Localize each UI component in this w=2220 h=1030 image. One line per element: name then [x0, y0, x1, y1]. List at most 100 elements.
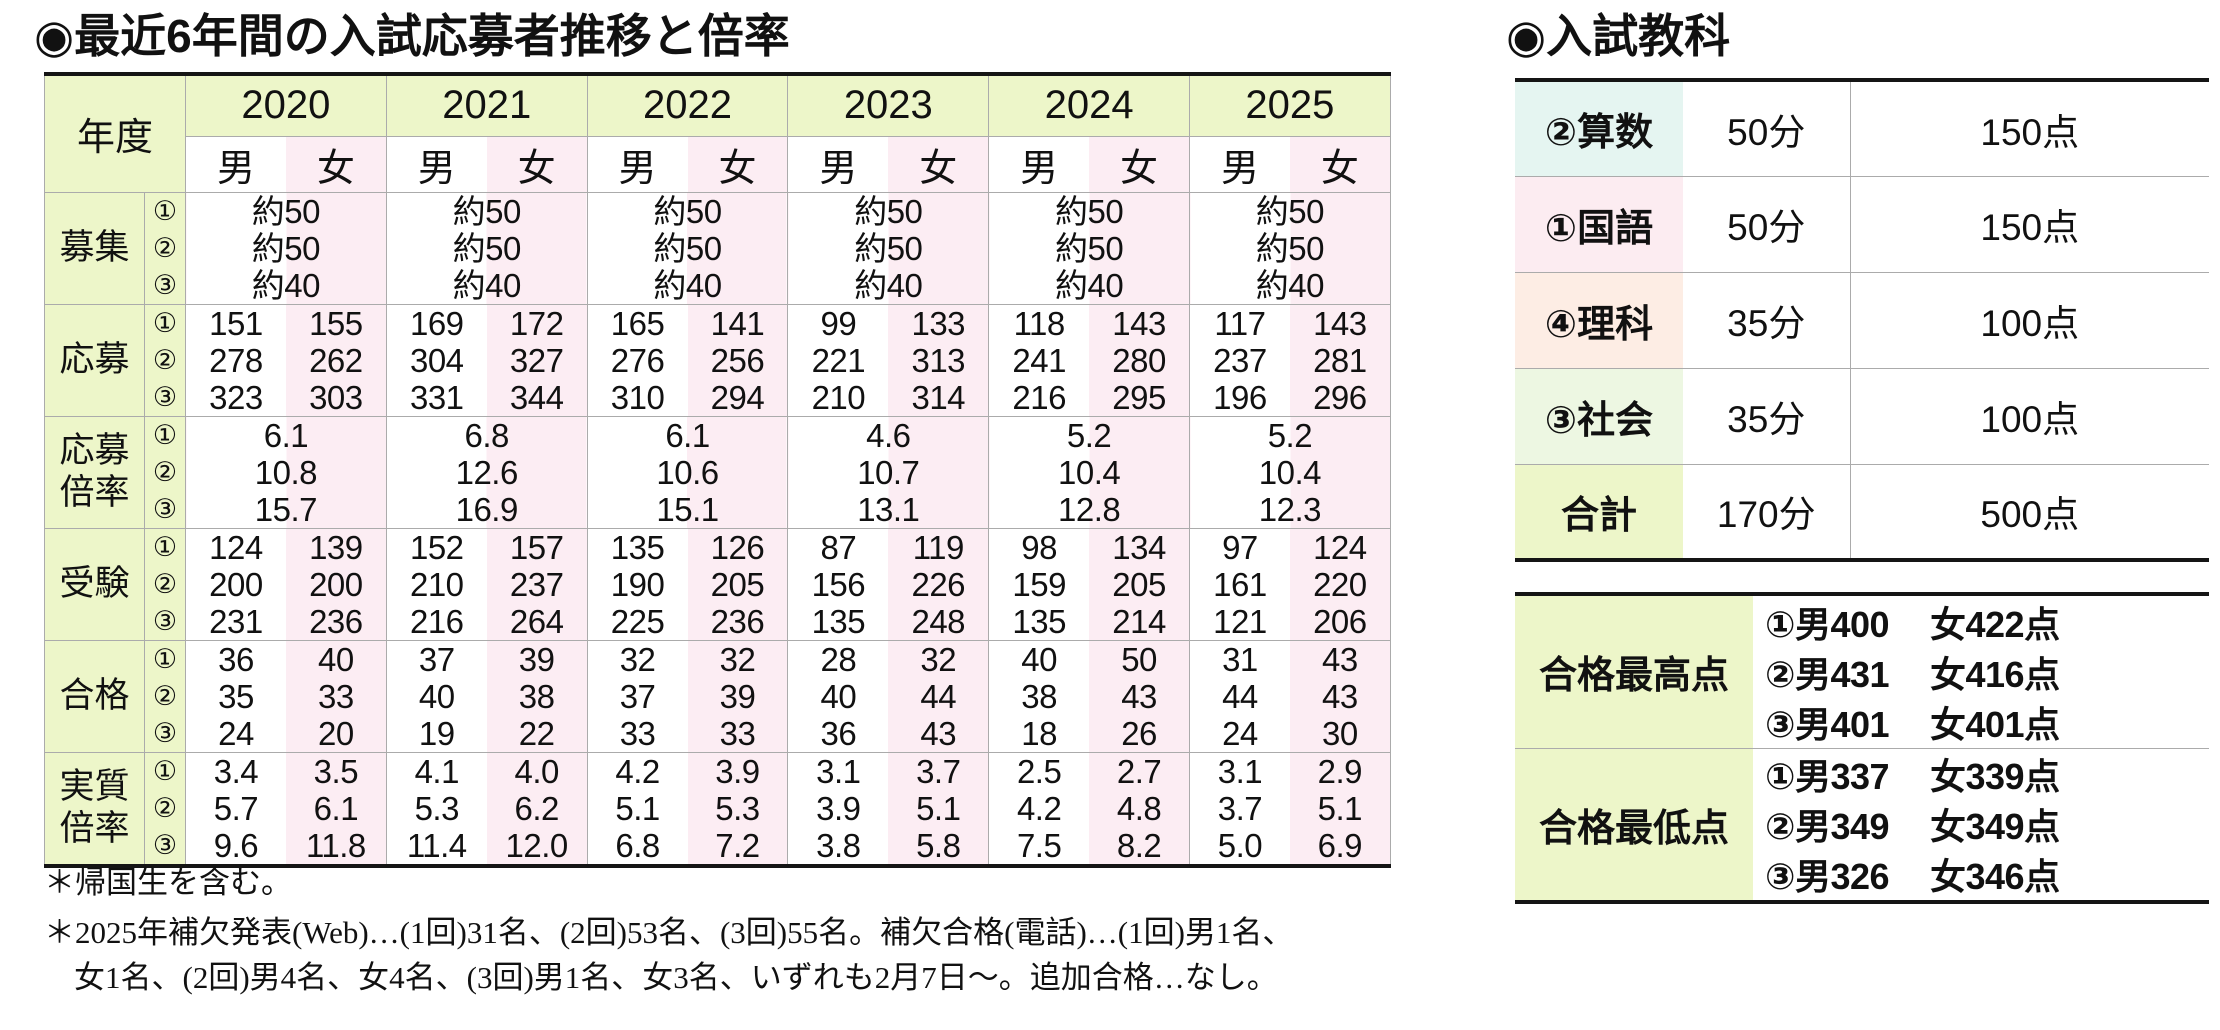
cell-obo-bairitsu-2020: 6.1 10.8 15.7	[185, 415, 387, 529]
cell-juken-2024-male: 98 159 135	[988, 527, 1090, 641]
score-male: ③男401	[1765, 703, 1890, 745]
cell-bosyu-2020: 約50 約50 約40	[185, 191, 387, 305]
subject-time-4: 170分	[1683, 463, 1850, 560]
cell-juken-2025-female: 124 220 206	[1289, 527, 1391, 641]
applicants-history-table: 年度 2020 2021 2022 2023 2024 2025 男女男女男女男女男女男女募集…	[43, 72, 1391, 868]
subject-row-4: 合計 170分 500点	[1515, 463, 2209, 560]
gender-male-header-2022: 男	[586, 135, 688, 193]
gender-female-header-2022: 女	[687, 135, 789, 193]
section-row-juken: 受験 ① ② ③ 124 200 231 139 200 236 152 210 216 157 237 26…	[44, 527, 1391, 641]
subject-points-1: 150点	[1849, 175, 2209, 272]
cell-obo-2025-female: 143 281 296	[1289, 303, 1391, 417]
score-row-1: 合格最低点 ①男337 女339点 ②男349 女349点 ③男326 女346点	[1515, 747, 2209, 902]
cell-jisshitsu-bairitsu-2020-female: 3.5 6.1 11.8	[285, 751, 387, 866]
cell-juken-2023-female: 119 226 248	[888, 527, 990, 641]
score-line-1-2: ③男326 女346点	[1765, 849, 2209, 899]
subject-row-1: ①国語 50分 150点	[1515, 175, 2209, 272]
cell-juken-2020-male: 124 200 231	[185, 527, 286, 641]
score-values-1: ①男337 女339点 ②男349 女349点 ③男326 女346点	[1753, 747, 2209, 902]
subject-points-2: 100点	[1849, 271, 2209, 368]
score-female: 女401点	[1930, 703, 2060, 745]
cell-juken-2024-female: 134 205 214	[1089, 527, 1191, 641]
score-male: ①男337	[1765, 756, 1890, 798]
section-label-juken: 受験	[44, 527, 145, 641]
cell-juken-2021-female: 157 237 264	[486, 527, 588, 641]
score-line-0-2: ③男401 女401点	[1765, 697, 2209, 747]
cell-gokaku-2022-male: 32 37 33	[586, 639, 688, 753]
cell-obo-bairitsu-2025: 5.2 10.4 12.3	[1189, 415, 1391, 529]
cell-obo-2022-male: 165 276 310	[586, 303, 688, 417]
cell-gokaku-2025-female: 43 43 30	[1289, 639, 1391, 753]
cell-gokaku-2020-female: 40 33 20	[285, 639, 387, 753]
cell-jisshitsu-bairitsu-2022-male: 4.2 5.1 6.8	[586, 751, 688, 866]
cell-jisshitsu-bairitsu-2022-female: 3.9 5.3 7.2	[687, 751, 789, 866]
year-header-2025: 2025	[1189, 73, 1391, 137]
cell-obo-2020-male: 151 278 323	[185, 303, 286, 417]
gender-male-header-2025: 男	[1188, 135, 1290, 193]
subject-time-3: 35分	[1683, 367, 1850, 464]
gender-male-header-2020: 男	[185, 135, 286, 193]
pass-scores-table: 合格最高点 ①男400 女422点 ②男431 女416点 ③男401 女401点 合格最低点…	[1515, 592, 2209, 904]
footnote-line: ＊帰国生を含む。	[44, 865, 292, 900]
cell-jisshitsu-bairitsu-2023-female: 3.7 5.1 5.8	[888, 751, 990, 866]
subject-points-0: 150点	[1849, 79, 2209, 176]
year-header-2020: 2020	[185, 73, 387, 137]
subject-name-1: ①国語	[1515, 175, 1683, 272]
cell-jisshitsu-bairitsu-2020-male: 3.4 5.7 9.6	[185, 751, 286, 866]
header-row-years: 年度 2020 2021 2022 2023 2024 2025	[43, 73, 1391, 193]
score-female: 女349点	[1930, 806, 2060, 848]
year-header-2021: 2021	[385, 73, 588, 137]
cell-gokaku-2024-female: 50 43 26	[1089, 639, 1191, 753]
cell-obo-2021-female: 172 327 344	[486, 303, 588, 417]
cell-obo-2024-male: 118 241 216	[988, 303, 1090, 417]
cell-bosyu-2023: 約50 約50 約40	[787, 191, 990, 305]
footnote-line: ＊2025年補欠発表(Web)…(1回)31名、(2回)53名、(3回)55名。…	[44, 915, 1294, 950]
year-header-2022: 2022	[586, 73, 789, 137]
section-row-gokaku: 合格 ① ② ③ 36 35 24 40 33 20 37 40 19 39 38 22 32 37 33 32 39 3…	[44, 639, 1391, 753]
subject-name-2: ④理科	[1515, 271, 1683, 368]
gender-female-header-2023: 女	[888, 135, 990, 193]
cell-juken-2022-female: 126 205 236	[687, 527, 789, 641]
subject-time-1: 50分	[1683, 175, 1850, 272]
cell-obo-2023-female: 133 313 314	[888, 303, 990, 417]
subject-time-2: 35分	[1683, 271, 1850, 368]
cell-obo-2022-female: 141 256 294	[687, 303, 789, 417]
cell-jisshitsu-bairitsu-2021-male: 4.1 5.3 11.4	[385, 751, 487, 866]
section-row-jisshitsu-bairitsu: 実質 倍率 ① ② ③ 3.4 5.7 9.6 3.5 6.1 11.8 4.1 5.3 11.4 4.0 6…	[44, 751, 1391, 866]
cell-obo-bairitsu-2021: 6.8 12.6 16.9	[385, 415, 588, 529]
subject-row-0: ②算数 50分 150点	[1515, 79, 2209, 176]
section-label-gokaku: 合格	[44, 639, 145, 753]
cell-jisshitsu-bairitsu-2023-male: 3.1 3.9 3.8	[787, 751, 889, 866]
cell-juken-2020-female: 139 200 236	[285, 527, 387, 641]
gender-female-header-2021: 女	[486, 135, 588, 193]
cell-obo-2023-male: 99 221 210	[787, 303, 889, 417]
gender-female-header-2024: 女	[1089, 135, 1191, 193]
cell-juken-2023-male: 87 156 135	[787, 527, 889, 641]
cell-jisshitsu-bairitsu-2025-female: 2.9 5.1 6.9	[1289, 751, 1391, 866]
cell-obo-bairitsu-2022: 6.1 10.6 15.1	[586, 415, 789, 529]
year-header-2024: 2024	[988, 73, 1190, 137]
section-row-bosyu: 募集 ① ② ③ 約50 約50 約40 約50 約50 約40 約50 約50 約40 約50 約50 約4…	[44, 191, 1391, 305]
gender-female-header-2025: 女	[1289, 135, 1391, 193]
score-male: ①男400	[1765, 603, 1890, 645]
cell-juken-2025-male: 97 161 121	[1188, 527, 1290, 641]
score-male: ②男349	[1765, 806, 1890, 848]
subject-name-4: 合計	[1515, 463, 1683, 560]
cell-bosyu-2025: 約50 約50 約40	[1189, 191, 1391, 305]
section-label-jisshitsu-bairitsu: 実質 倍率	[44, 751, 145, 866]
cell-juken-2022-male: 135 190 225	[586, 527, 688, 641]
cell-gokaku-2025-male: 31 44 24	[1188, 639, 1290, 753]
footnote-line: 女1名、(2回)男4名、女4名、(3回)男1名、女3名、いずれも2月7日〜。追加…	[74, 960, 1278, 995]
cell-jisshitsu-bairitsu-2024-female: 2.7 4.8 8.2	[1089, 751, 1191, 866]
score-line-1-0: ①男337 女339点	[1765, 749, 2209, 799]
gender-female-header-2020: 女	[285, 135, 387, 193]
cell-gokaku-2020-male: 36 35 24	[185, 639, 286, 753]
subject-name-3: ③社会	[1515, 367, 1683, 464]
subject-time-0: 50分	[1683, 79, 1850, 176]
gender-male-header-2021: 男	[385, 135, 487, 193]
cell-bosyu-2021: 約50 約50 約40	[385, 191, 588, 305]
